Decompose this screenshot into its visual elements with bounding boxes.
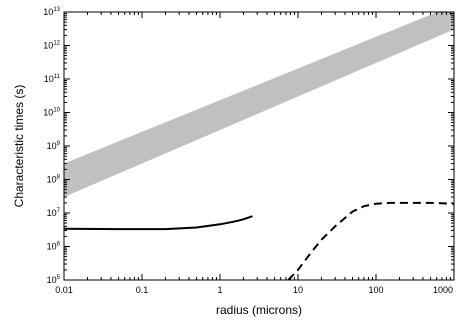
timescale-band [64,12,454,197]
dashed-series-line [287,201,454,280]
x-tick-label: 0.1 [136,285,149,295]
y-tick-label: 107 [47,208,61,218]
y-tick-label: 1011 [44,74,61,84]
y-tick-label: 105 [47,275,61,285]
x-tick-label: 1000 [433,285,453,295]
x-tick-label: 0.01 [55,285,73,295]
x-tick-label: 10 [293,285,303,295]
y-tick-label: 108 [47,175,61,185]
y-tick-label: 106 [47,242,61,252]
x-axis-title: radius (microns) [216,303,302,317]
solid-series-line [64,215,253,231]
y-tick-label: 109 [47,141,61,151]
x-tick-label: 100 [368,285,383,295]
x-tick-label: 1 [217,285,222,295]
y-tick-label: 1012 [43,41,60,51]
y-tick-label: 1013 [43,7,60,17]
y-tick-label: 1010 [43,108,60,118]
y-axis-title: Characteristic times (s) [12,85,26,208]
